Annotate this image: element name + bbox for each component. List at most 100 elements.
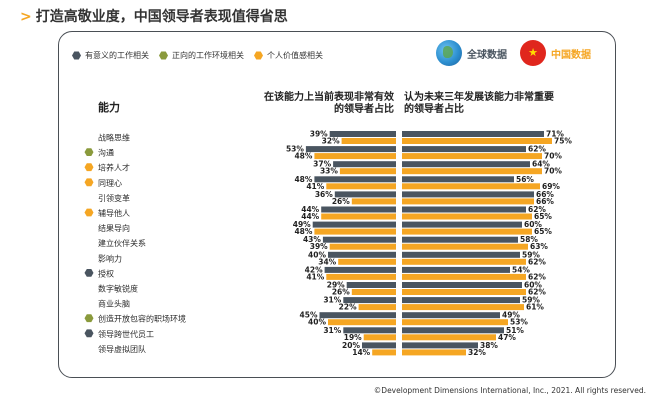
bar-right-china (402, 319, 508, 326)
globe-icon (436, 40, 462, 66)
value-label-left-global: 39% (310, 130, 328, 139)
value-label-left-global: 45% (300, 311, 318, 320)
row-marker-hexagon-icon (84, 163, 94, 172)
value-label-left-china: 33% (320, 167, 338, 176)
row-header: 能力 (98, 101, 120, 114)
value-label-left-china: 44% (301, 212, 319, 221)
value-label-right-global: 58% (520, 235, 538, 244)
bar-left-global (343, 297, 396, 304)
value-label-left-china: 41% (306, 272, 324, 281)
value-label-left-global: 42% (305, 265, 323, 274)
bar-left-global (333, 161, 396, 168)
bar-right-china (402, 198, 534, 205)
row-label: 结果导向 (98, 223, 130, 233)
bar-left-china (329, 243, 396, 250)
value-label-left-china: 22% (339, 303, 357, 312)
bar-right-global (402, 327, 504, 334)
value-label-left-china: 14% (352, 348, 370, 357)
bar-right-global (402, 266, 510, 273)
value-label-right-global: 59% (522, 250, 540, 259)
copyright: ©Development Dimensions International, I… (373, 386, 646, 395)
bar-right-global (402, 221, 522, 228)
value-label-right-china: 65% (534, 212, 552, 221)
row-label: 领导虚拟团队 (98, 344, 146, 354)
bar-right-china (402, 289, 526, 295)
bar-left-global (324, 266, 396, 273)
row-label: 同理心 (98, 179, 122, 188)
row-marker-hexagon-icon (84, 178, 94, 187)
bar-right-china (402, 183, 540, 190)
value-label-left-china: 40% (308, 318, 326, 327)
value-label-right-global: 51% (506, 326, 524, 335)
bar-left-global (312, 221, 396, 228)
bar-right-china (402, 168, 542, 175)
value-label-right-global: 60% (524, 281, 542, 290)
bar-left-global (343, 327, 396, 334)
bar-right-global (402, 176, 514, 183)
china-flag-icon: ★ (520, 40, 546, 66)
value-label-right-china: 47% (498, 333, 516, 342)
hexagon-icon (72, 51, 81, 60)
row-label: 建立伙伴关系 (98, 238, 146, 248)
bar-left-global (334, 191, 396, 198)
value-label-right-china: 65% (534, 227, 552, 236)
bar-left-global (346, 282, 396, 288)
bar-right-china (402, 304, 524, 311)
row-label: 引领变革 (98, 193, 130, 203)
value-label-right-global: 56% (516, 175, 534, 184)
value-label-left-china: 48% (294, 152, 312, 161)
bar-left-global (322, 236, 396, 243)
row-label: 培养人才 (98, 163, 130, 173)
row-label: 创造开放包容的职场环境 (98, 314, 186, 324)
bar-left-china (314, 153, 396, 160)
bar-right-china (402, 213, 532, 220)
value-label-right-china: 69% (542, 182, 560, 191)
value-label-left-china: 34% (318, 257, 336, 266)
bar-left-china (326, 183, 396, 190)
value-label-right-global: 38% (480, 341, 498, 350)
value-label-right-global: 64% (532, 160, 550, 169)
row-label: 数字敏锐度 (98, 284, 138, 294)
value-label-left-china: 19% (344, 333, 362, 342)
row-label: 辅导他人 (98, 208, 130, 218)
bar-right-global (402, 297, 520, 304)
bar-right-global (402, 342, 478, 349)
value-label-right-china: 70% (544, 152, 562, 161)
value-label-right-china: 63% (530, 242, 548, 251)
row-marker-hexagon-icon (84, 314, 94, 323)
left-header: 在该能力上当前表现非常有效 的领导者占比 (264, 92, 394, 115)
bar-right-global (402, 191, 534, 198)
value-label-left-global: 44% (301, 205, 319, 214)
badge-global: 全球数据 (436, 40, 507, 66)
value-label-right-china: 62% (528, 257, 546, 266)
bar-left-china (358, 304, 396, 311)
legend-item-meaningful-work: 有意义的工作相关 (72, 50, 149, 61)
value-label-right-global: 54% (512, 265, 530, 274)
chevron-right-icon: > (20, 9, 32, 25)
row-marker-hexagon-icon (84, 329, 94, 338)
value-label-right-china: 75% (554, 137, 572, 146)
bar-left-china (326, 273, 396, 280)
bar-right-china (402, 138, 552, 144)
row-label: 战略思维 (98, 133, 130, 143)
bar-left-global (362, 342, 396, 349)
value-label-left-global: 48% (294, 175, 312, 184)
legend: 有意义的工作相关 正向的工作环境相关 个人价值感相关 (72, 50, 323, 61)
hexagon-icon (159, 51, 168, 60)
bar-left-global (319, 312, 396, 319)
value-label-right-global: 59% (522, 296, 540, 305)
bar-left-china (351, 289, 396, 295)
row-label: 授权 (98, 268, 114, 278)
value-label-left-global: 37% (313, 160, 331, 169)
hexagon-icon (254, 51, 263, 60)
bar-left-china (338, 258, 396, 265)
bar-right-china (402, 334, 496, 341)
row-marker-hexagon-icon (84, 208, 94, 217)
value-label-left-global: 40% (308, 250, 326, 259)
bar-left-global (321, 206, 396, 213)
bar-right-china (402, 273, 526, 280)
bar-right-china (402, 349, 466, 356)
value-label-left-global: 36% (315, 190, 333, 199)
row-label: 沟通 (98, 148, 114, 158)
